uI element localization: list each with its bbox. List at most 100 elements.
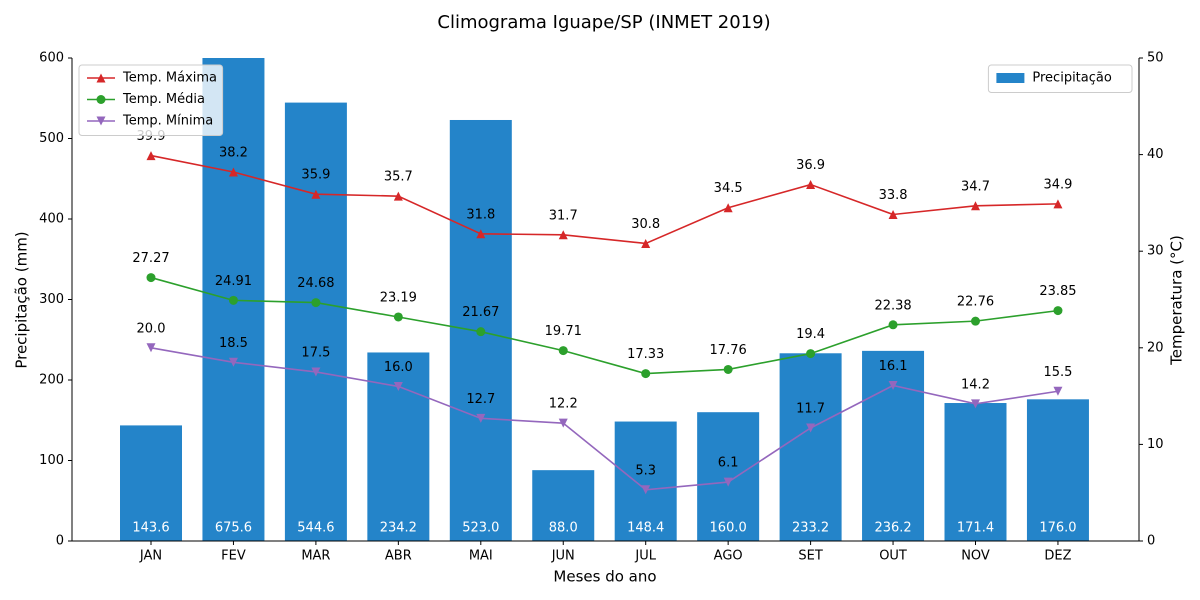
legend-swatch — [996, 73, 1025, 83]
marker — [393, 312, 403, 322]
x-tick-label: DEZ — [1044, 549, 1071, 564]
point-value-label: 22.76 — [957, 295, 994, 310]
bar-value-label: 675.6 — [215, 521, 252, 536]
point-value-label: 36.9 — [796, 158, 825, 173]
marker — [228, 167, 238, 177]
point-value-label: 16.1 — [879, 359, 908, 374]
point-value-label: 5.3 — [635, 463, 656, 478]
x-tick-label: MAI — [469, 549, 493, 564]
marker — [806, 423, 816, 433]
point-value-label: 23.85 — [1039, 284, 1076, 299]
point-value-label: 20.0 — [137, 321, 166, 336]
marker — [971, 399, 980, 409]
point-value-label: 34.7 — [961, 179, 990, 194]
line — [150, 154, 1058, 245]
point-value-label: 23.19 — [380, 290, 417, 305]
bar — [944, 403, 1007, 541]
marker — [393, 381, 403, 391]
bar-value-label: 233.2 — [792, 521, 829, 536]
point-value-label: 38.2 — [219, 145, 248, 160]
marker — [1053, 199, 1063, 209]
marker — [558, 230, 568, 240]
marker — [971, 316, 980, 326]
y2-tick-label: 30 — [1147, 244, 1164, 259]
marker — [806, 180, 816, 190]
point-value-label: 22.38 — [874, 298, 911, 313]
point-value-label: 35.7 — [384, 170, 413, 185]
bar — [614, 421, 677, 541]
bar-value-label: 88.0 — [549, 521, 578, 536]
point-value-label: 17.76 — [710, 343, 747, 358]
bar-layer — [120, 58, 1089, 541]
marker — [96, 116, 106, 126]
x-tick-label: JAN — [139, 549, 162, 564]
point-value-label: 21.67 — [462, 305, 499, 320]
marker — [228, 357, 238, 367]
marker — [311, 189, 321, 199]
marker — [888, 320, 898, 330]
y-tick-label: 200 — [39, 373, 64, 388]
legend-label: Temp. Máxima — [122, 71, 217, 86]
marker — [228, 295, 238, 305]
bar-value-label: 160.0 — [710, 521, 747, 536]
point-value-label: 6.1 — [718, 456, 739, 471]
y-tick-label: 400 — [39, 212, 64, 227]
point-value-label: 15.5 — [1043, 365, 1072, 380]
point-value-label: 18.5 — [219, 336, 248, 351]
marker — [558, 418, 568, 428]
bar-value-label: 171.4 — [957, 521, 994, 536]
x-tick-label: SET — [798, 549, 822, 564]
bar — [367, 352, 430, 541]
bar-value-label: 148.4 — [627, 521, 664, 536]
bar-value-label: 234.2 — [380, 521, 417, 536]
point-value-label: 12.2 — [549, 397, 578, 412]
y-tick-label: 300 — [39, 292, 64, 307]
bar — [532, 470, 595, 541]
point-value-label: 30.8 — [631, 217, 660, 232]
x-tick-label: ABR — [385, 549, 412, 564]
point-value-label: 14.2 — [961, 377, 990, 392]
line — [150, 276, 1059, 375]
line — [150, 347, 1059, 491]
point-value-label: 24.91 — [215, 274, 252, 289]
marker — [1053, 386, 1063, 396]
y-axis-label: Precipitação (mm) — [13, 231, 31, 368]
point-value-label: 34.9 — [1043, 177, 1072, 192]
point-value-label: 17.5 — [301, 345, 330, 360]
marker — [888, 209, 898, 219]
legend-label: Temp. Mínima — [122, 114, 213, 129]
point-value-label: 35.9 — [301, 168, 330, 183]
point-value-label: 24.68 — [297, 276, 334, 291]
bar-value-label: 523.0 — [462, 521, 499, 536]
marker — [96, 95, 106, 104]
x-tick-label: JUN — [551, 549, 575, 564]
bar-value-label: 176.0 — [1039, 521, 1076, 536]
point-value-label: 12.7 — [466, 392, 495, 407]
marker — [146, 343, 156, 353]
x-axis-label: Meses do ano — [553, 568, 656, 586]
bar-value-label: 544.6 — [297, 521, 334, 536]
y-tick-label: 600 — [39, 51, 64, 66]
legend-box — [78, 64, 224, 136]
marker — [723, 203, 733, 213]
marker — [641, 238, 651, 248]
y-tick-label: 500 — [39, 131, 64, 146]
marker — [641, 369, 651, 379]
bar — [779, 353, 842, 541]
y2-tick-label: 10 — [1147, 437, 1164, 452]
legend-label: Temp. Média — [122, 92, 205, 107]
point-value-label: 19.71 — [545, 324, 582, 339]
y-tick-label: 100 — [39, 453, 64, 468]
bar — [697, 412, 760, 541]
marker — [971, 201, 980, 211]
bar — [1026, 399, 1089, 541]
marker — [1053, 306, 1063, 316]
point-value-label: 31.7 — [549, 208, 578, 223]
y2-tick-label: 50 — [1147, 51, 1164, 66]
point-value-label: 19.4 — [796, 327, 825, 342]
x-tick-label: NOV — [961, 549, 990, 564]
marker — [476, 327, 486, 337]
point-value-label: 17.33 — [627, 347, 664, 362]
bar — [120, 425, 182, 541]
marker — [641, 485, 651, 495]
